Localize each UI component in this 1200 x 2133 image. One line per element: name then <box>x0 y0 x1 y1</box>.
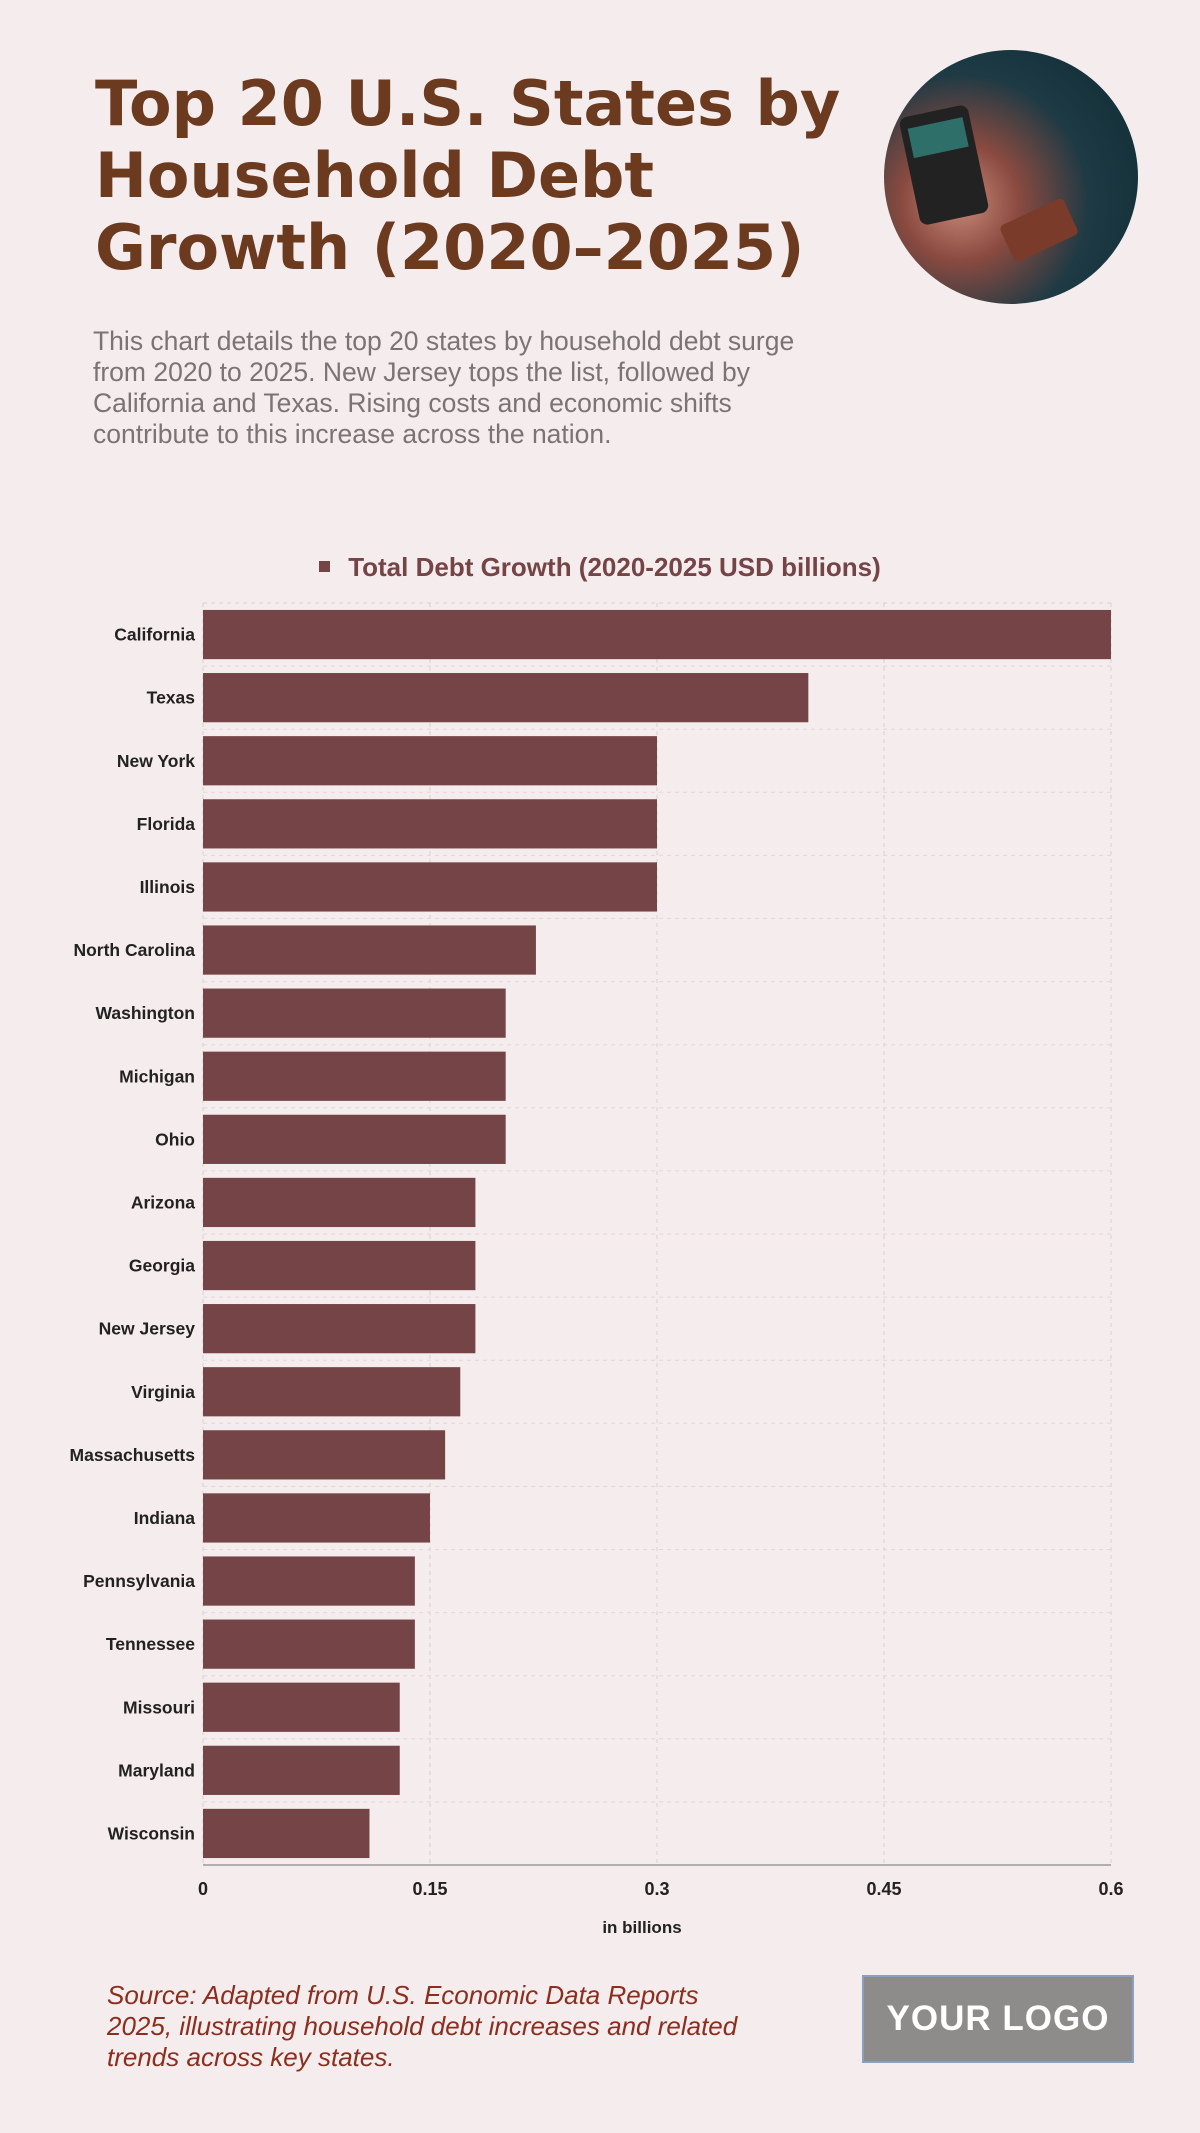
chart-legend: Total Debt Growth (2020-2025 USD billion… <box>0 552 1200 583</box>
y-category-label: California <box>114 625 195 645</box>
y-category-label: Pennsylvania <box>83 1571 195 1591</box>
bar-michigan <box>203 1051 506 1101</box>
source-note: Source: Adapted from U.S. Economic Data … <box>107 1980 738 2072</box>
x-tick-label: 0.45 <box>866 1879 901 1899</box>
y-category-label: New York <box>117 751 195 771</box>
bar-chart: 0 0.15 0.3 0.45 0.6 California Texas New York Fl… <box>70 602 1124 1937</box>
chart-description: This chart details the top 20 states by … <box>93 326 795 449</box>
bar-wisconsin <box>203 1808 370 1859</box>
bar-washington <box>203 988 506 1038</box>
bar-new-york <box>203 736 657 786</box>
legend-swatch <box>319 560 331 572</box>
bar-north-carolina <box>203 925 536 975</box>
bar-illinois <box>203 862 657 912</box>
x-tick-label: 0.3 <box>644 1879 669 1899</box>
x-tick-label: 0.6 <box>1098 1879 1123 1899</box>
bar-ohio <box>203 1114 506 1164</box>
bar-missouri <box>203 1682 400 1732</box>
x-tick-label: 0 <box>198 1879 208 1899</box>
y-category-label: Missouri <box>123 1697 195 1717</box>
bar-maryland <box>203 1745 400 1795</box>
y-category-label: Tennessee <box>106 1634 195 1654</box>
y-category-label: Michigan <box>119 1066 195 1086</box>
x-tick-label: 0.15 <box>412 1879 447 1899</box>
bar-virginia <box>203 1367 461 1417</box>
y-category-label: Massachusetts <box>70 1445 196 1465</box>
y-category-label: Maryland <box>118 1760 195 1780</box>
header-photo <box>884 50 1138 304</box>
bar-texas <box>203 673 809 723</box>
x-axis-title: in billions <box>602 1918 681 1937</box>
bar-massachusetts <box>203 1430 446 1480</box>
y-category-label: Texas <box>147 688 196 708</box>
y-category-label: Virginia <box>131 1382 195 1402</box>
bar-arizona <box>203 1177 476 1228</box>
bar-florida <box>203 799 657 849</box>
bar-pennsylvania <box>203 1556 415 1606</box>
y-category-label: Indiana <box>134 1508 196 1528</box>
page-title: Top 20 U.S. States by Household Debt Gro… <box>95 67 841 284</box>
y-category-label: Illinois <box>140 877 196 897</box>
y-category-label: Georgia <box>129 1256 195 1276</box>
y-category-label: Florida <box>137 814 196 834</box>
legend-label: Total Debt Growth (2020-2025 USD billion… <box>348 552 881 582</box>
y-category-label: Wisconsin <box>108 1823 195 1843</box>
y-category-label: Ohio <box>155 1129 195 1149</box>
bar-georgia <box>203 1240 476 1291</box>
y-category-label: Washington <box>96 1003 195 1023</box>
y-category-label: North Carolina <box>73 940 195 960</box>
bar-california <box>203 609 1111 660</box>
y-category-label: Arizona <box>131 1192 195 1212</box>
bar-indiana <box>203 1493 430 1543</box>
logo-placeholder: YOUR LOGO <box>862 1975 1134 2063</box>
y-category-label: New Jersey <box>99 1319 196 1339</box>
bar-new-jersey <box>203 1304 476 1354</box>
bar-tennessee <box>203 1619 415 1669</box>
